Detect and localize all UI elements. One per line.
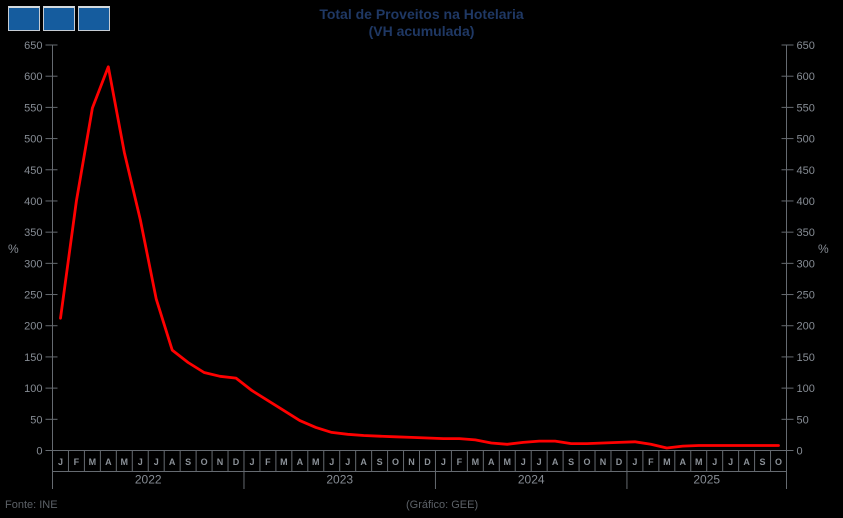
month-label: J: [138, 457, 143, 467]
month-label: N: [600, 457, 607, 467]
y-axis-unit-left: %: [8, 242, 19, 256]
y-tick-label-left: 450: [24, 165, 42, 177]
year-label: 2023: [326, 473, 353, 487]
month-label: M: [280, 457, 288, 467]
month-label: A: [552, 457, 559, 467]
y-tick-label-right: 200: [797, 321, 815, 333]
month-label: J: [154, 457, 159, 467]
y-tick-label-left: 50: [30, 414, 42, 426]
month-label: A: [105, 457, 112, 467]
month-label: J: [632, 457, 637, 467]
y-tick-label-left: 600: [24, 71, 42, 83]
y-tick-label-left: 250: [24, 290, 42, 302]
month-label: J: [712, 457, 717, 467]
y-tick-label-right: 0: [797, 446, 803, 458]
y-tick-label-left: 150: [24, 352, 42, 364]
month-label: S: [568, 457, 574, 467]
month-label: S: [185, 457, 191, 467]
y-tick-label-right: 450: [797, 165, 815, 177]
y-tick-label-right: 500: [797, 134, 815, 146]
month-label: F: [648, 457, 654, 467]
y-tick-label-right: 150: [797, 352, 815, 364]
month-label: M: [89, 457, 97, 467]
month-label: J: [249, 457, 254, 467]
chart-title: Total de Proveitos na Hotelaria: [319, 6, 524, 22]
logo-square-icon: [78, 6, 110, 31]
revenue-line: [59, 65, 780, 450]
month-label: D: [233, 457, 240, 467]
month-label: A: [680, 457, 687, 467]
y-tick-label-left: 0: [36, 446, 42, 458]
month-label: A: [488, 457, 495, 467]
month-label: D: [616, 457, 623, 467]
month-label: M: [663, 457, 671, 467]
month-label: J: [728, 457, 733, 467]
y-tick-label-left: 650: [24, 40, 42, 52]
logo-square-icon: [8, 6, 40, 31]
y-axis-unit-right: %: [818, 242, 829, 256]
y-tick-label-right: 300: [797, 258, 815, 270]
month-label: O: [584, 457, 591, 467]
credit-note: (Gráfico: GEE): [406, 499, 479, 511]
month-label: M: [695, 457, 703, 467]
y-tick-label-left: 500: [24, 134, 42, 146]
month-label: J: [329, 457, 334, 467]
month-label: O: [392, 457, 399, 467]
month-label: S: [760, 457, 766, 467]
month-label: F: [74, 457, 80, 467]
y-tick-label-right: 400: [797, 196, 815, 208]
logo-square-icon: [43, 6, 75, 31]
y-tick-label-left: 300: [24, 258, 42, 270]
y-tick-label-right: 650: [797, 40, 815, 52]
month-label: S: [377, 457, 383, 467]
month-label: J: [441, 457, 446, 467]
month-label: J: [345, 457, 350, 467]
month-label: M: [472, 457, 480, 467]
month-label: M: [312, 457, 320, 467]
month-label: N: [217, 457, 224, 467]
y-tick-label-left: 400: [24, 196, 42, 208]
y-tick-label-left: 100: [24, 383, 42, 395]
y-tick-label-right: 550: [797, 102, 815, 114]
y-tick-label-right: 350: [797, 227, 815, 239]
month-label: N: [408, 457, 415, 467]
month-label: F: [457, 457, 463, 467]
y-tick-label-left: 550: [24, 102, 42, 114]
y-tick-label-right: 600: [797, 71, 815, 83]
year-label: 2022: [135, 473, 162, 487]
year-label: 2025: [693, 473, 720, 487]
month-label: M: [504, 457, 512, 467]
month-label: M: [121, 457, 129, 467]
three-squares-logo: [8, 6, 110, 31]
month-label: F: [265, 457, 271, 467]
month-label: A: [169, 457, 176, 467]
month-label: O: [201, 457, 208, 467]
month-label: J: [521, 457, 526, 467]
month-label: A: [743, 457, 750, 467]
month-label: J: [58, 457, 63, 467]
month-label: A: [297, 457, 304, 467]
y-tick-label-right: 100: [797, 383, 815, 395]
month-label: D: [424, 457, 431, 467]
y-tick-label-right: 250: [797, 290, 815, 302]
y-tick-label-left: 350: [24, 227, 42, 239]
y-tick-label-left: 200: [24, 321, 42, 333]
month-label: O: [775, 457, 782, 467]
month-label: A: [360, 457, 367, 467]
year-label: 2024: [518, 473, 545, 487]
y-tick-label-right: 50: [797, 414, 809, 426]
source-note: Fonte: INE: [5, 499, 58, 511]
chart-subtitle: (VH acumulada): [368, 23, 475, 39]
chart-title-block: Total de Proveitos na Hotelaria (VH acum…: [0, 6, 843, 40]
month-label: J: [537, 457, 542, 467]
